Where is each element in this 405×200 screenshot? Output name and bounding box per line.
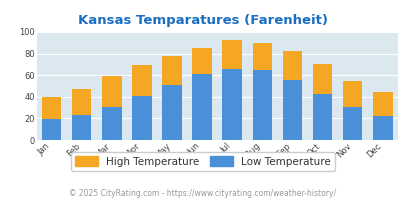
Bar <box>132 65 151 96</box>
Bar <box>222 69 241 140</box>
Text: © 2025 CityRating.com - https://www.cityrating.com/weather-history/: © 2025 CityRating.com - https://www.city… <box>69 189 336 198</box>
Bar <box>372 92 392 116</box>
Bar <box>192 74 211 140</box>
Bar <box>372 116 392 140</box>
Bar <box>342 107 362 140</box>
Bar <box>312 94 332 140</box>
Bar <box>132 96 151 140</box>
Bar <box>42 119 61 140</box>
Bar <box>282 51 302 80</box>
Bar <box>72 89 91 115</box>
Text: Kansas Temparatures (Farenheit): Kansas Temparatures (Farenheit) <box>78 14 327 27</box>
Bar <box>102 76 122 107</box>
Bar <box>252 70 271 140</box>
Bar <box>252 43 271 70</box>
Bar <box>282 80 302 140</box>
Bar <box>162 56 181 85</box>
Legend: High Temperature, Low Temperature: High Temperature, Low Temperature <box>71 152 334 171</box>
Bar <box>222 40 241 69</box>
Bar <box>162 85 181 140</box>
Bar <box>312 64 332 94</box>
Bar <box>192 48 211 74</box>
Bar <box>102 107 122 140</box>
Bar <box>42 97 61 119</box>
Bar <box>72 115 91 140</box>
Bar <box>342 81 362 107</box>
